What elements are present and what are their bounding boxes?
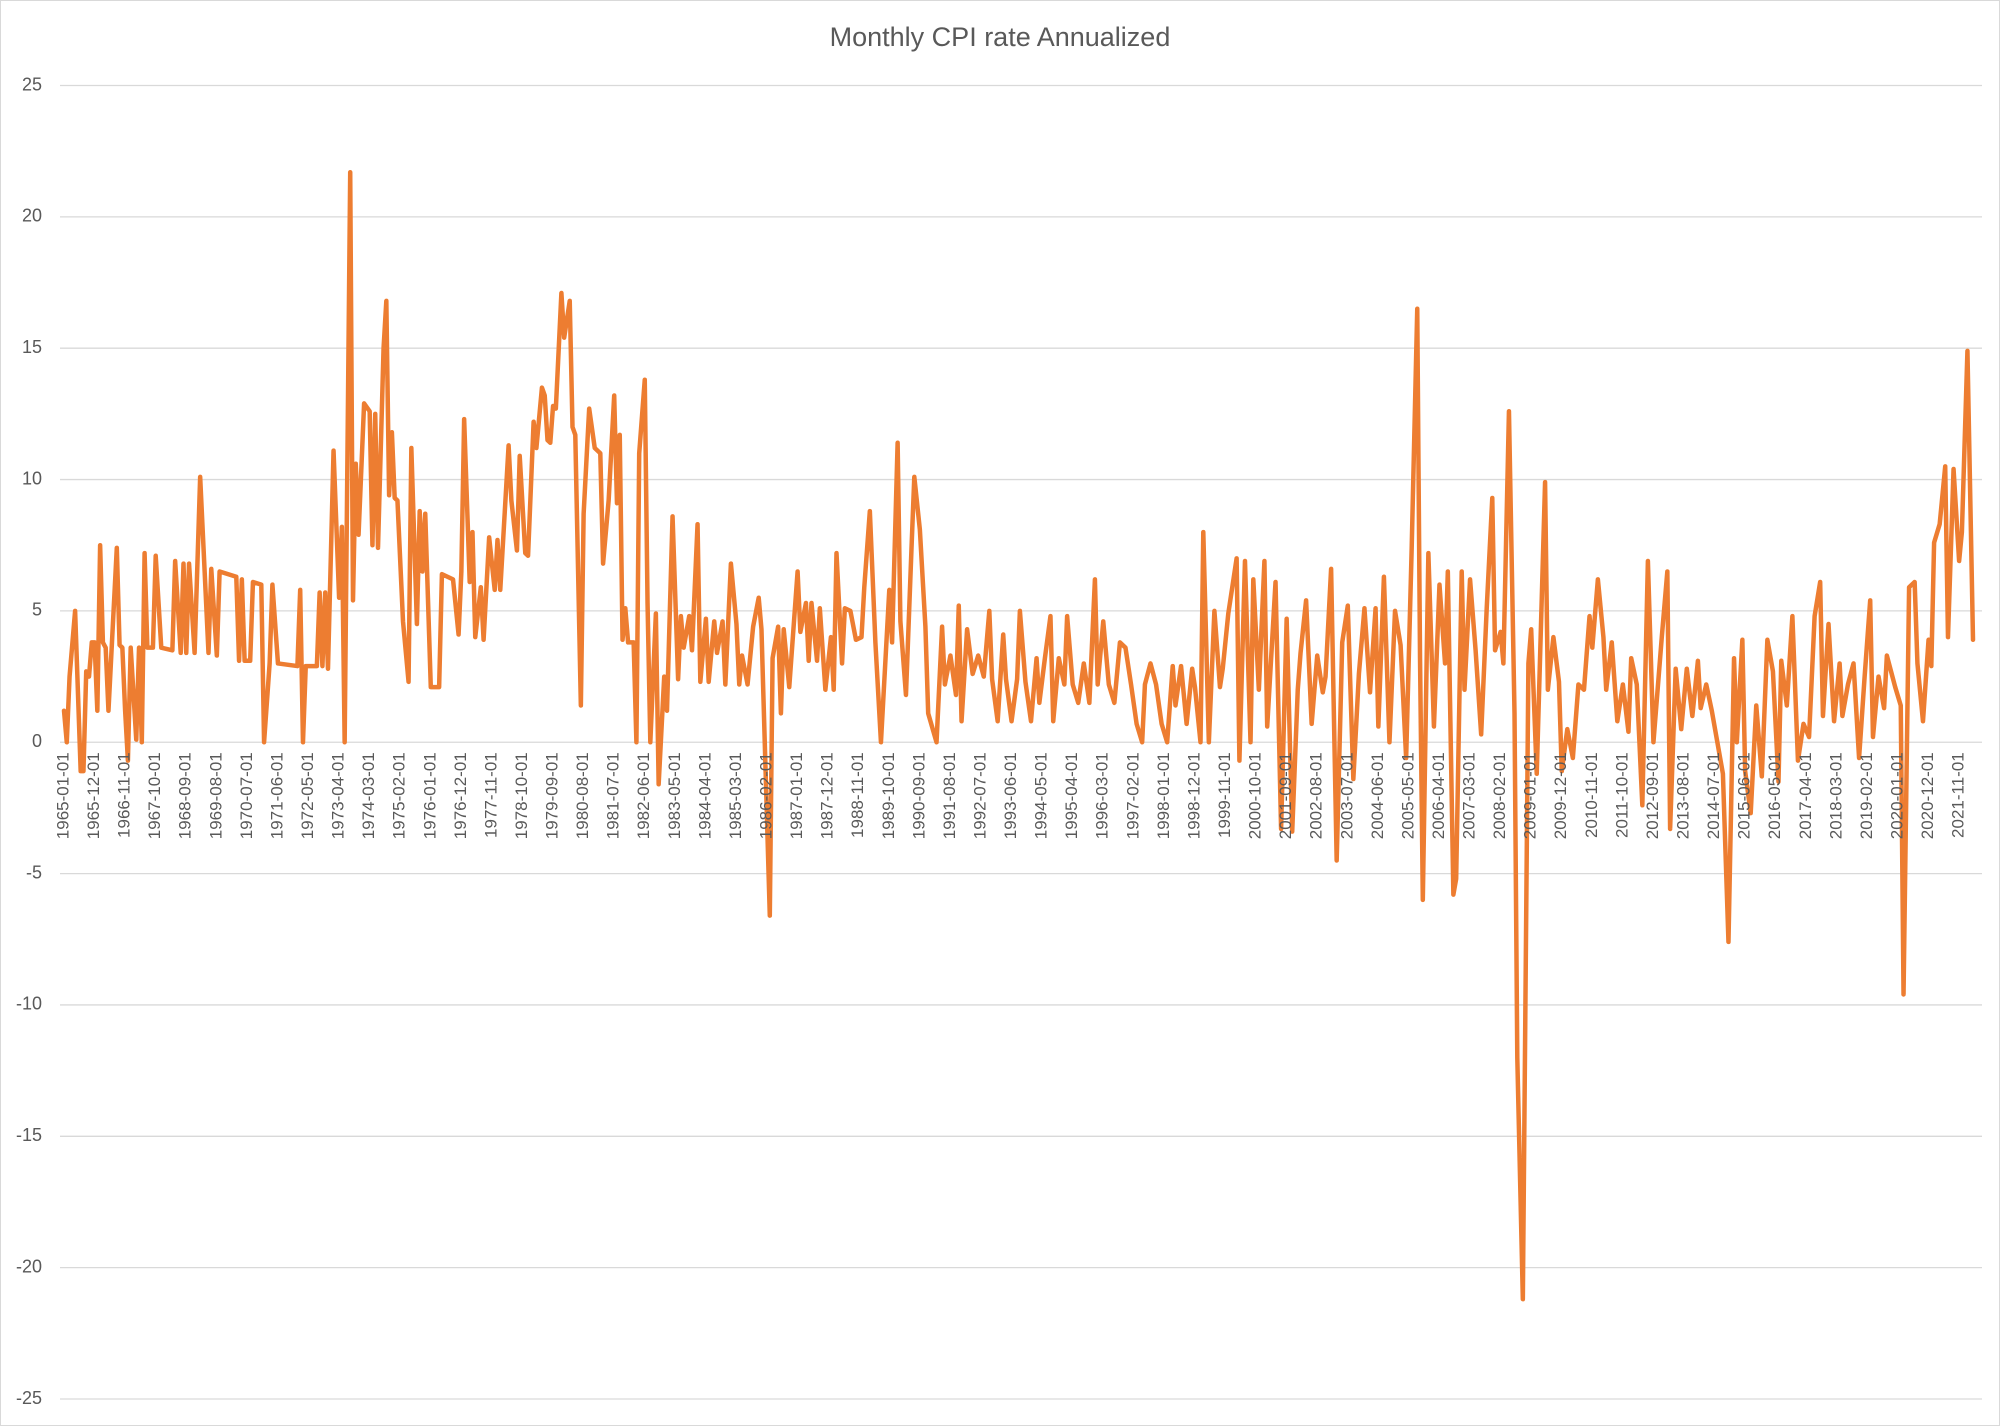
x-tick-label: 1981-07-01 [604,752,623,839]
x-tick-label: 1989-10-01 [879,752,898,839]
x-tick-label: 1977-11-01 [481,752,500,838]
y-tick-label: -15 [16,1125,42,1145]
x-tick-label: 1997-02-01 [1123,752,1142,839]
x-tick-label: 1973-04-01 [329,752,348,839]
x-tick-label: 1998-12-01 [1184,752,1203,839]
x-tick-label: 1994-05-01 [1032,752,1051,839]
x-tick-label: 1969-08-01 [206,752,225,839]
y-tick-label: -25 [16,1388,42,1408]
x-tick-label: 1979-09-01 [543,752,562,839]
x-tick-label: 1998-01-01 [1154,752,1173,839]
grid [60,84,1982,1400]
x-tick-label: 1993-06-01 [1001,752,1020,839]
data-line [61,169,1976,1302]
x-tick-label: 1985-03-01 [726,752,745,839]
y-tick-label: -10 [16,994,42,1014]
x-tick-label: 1967-10-01 [145,752,164,839]
x-tick-label: 2019-02-01 [1857,752,1876,839]
y-tick-label: 10 [22,468,42,488]
x-tick-label: 2005-05-01 [1398,752,1417,839]
axis-labels: -25 -20 -15 -10 -5 0 5 10 15 20 25 1965-01-01 1965-1… [16,74,1968,1408]
x-tick-label: 1996-03-01 [1093,752,1112,839]
x-tick-label: 1976-12-01 [451,752,470,839]
y-tick-label: -20 [16,1256,42,1276]
x-tick-label: 2018-03-01 [1826,752,1845,839]
x-tick-label: 1974-03-01 [359,752,378,839]
x-tick-label: 1982-06-01 [634,752,653,839]
x-tick-label: 2004-06-01 [1368,752,1387,839]
x-tick-label: 2012-09-01 [1643,752,1662,839]
x-tick-label: 2013-08-01 [1673,752,1692,839]
y-tick-label: 25 [22,74,42,94]
x-tick-label: 2010-11-01 [1582,752,1601,838]
x-tick-label: 2003-07-01 [1337,752,1356,839]
x-tick-label: 1987-01-01 [787,752,806,839]
x-tick-label: 2017-04-01 [1796,752,1815,839]
y-tick-label: 20 [22,206,42,226]
x-tick-label: 2016-05-01 [1765,752,1784,839]
x-tick-label: 1970-07-01 [237,752,256,839]
x-tick-label: 1978-10-01 [512,752,531,839]
x-tick-label: 2001-09-01 [1276,752,1295,839]
x-tick-label: 1965-12-01 [84,752,103,839]
x-tick-label: 2006-04-01 [1429,752,1448,839]
x-tick-label: 2014-07-01 [1704,752,1723,839]
plot [61,169,1976,1302]
x-tick-label: 1995-04-01 [1062,752,1081,839]
x-tick-label: 2015-06-01 [1735,752,1754,839]
x-tick-label: 1968-09-01 [176,752,195,839]
x-tick-label: 1984-04-01 [695,752,714,839]
x-tick-label: 2009-12-01 [1551,752,1570,839]
x-tick-label: 1983-05-01 [665,752,684,839]
x-tick-label: 1980-08-01 [573,752,592,839]
x-tick-label: 2011-10-01 [1612,752,1631,838]
chart-title: Monthly CPI rate Annualized [830,22,1171,52]
x-tick-label: 1988-11-01 [848,752,867,838]
x-tick-label: 1987-12-01 [818,752,837,839]
x-tick-label: 2000-10-01 [1246,752,1265,839]
x-tick-label: 1975-02-01 [390,752,409,839]
x-tick-label: 1986-02-01 [757,752,776,839]
x-tick-label: 2002-08-01 [1307,752,1326,839]
x-tick-label: 2020-01-01 [1887,752,1906,839]
x-tick-label: 1972-05-01 [298,752,317,839]
y-tick-label: 5 [32,600,42,620]
x-tick-label: 2020-12-01 [1918,752,1937,839]
x-tick-label: 1992-07-01 [970,752,989,839]
x-tick-label: 1999-11-01 [1215,752,1234,838]
x-tick-label: 1966-11-01 [115,752,134,838]
x-tick-label: 1965-01-01 [53,752,72,839]
x-tick-label: 1990-09-01 [909,752,928,839]
y-tick-label: -5 [26,862,42,882]
y-tick-label: 15 [22,337,42,357]
x-tick-label: 1976-01-01 [420,752,439,839]
x-tick-label: 2007-03-01 [1460,752,1479,839]
x-tick-label: 2009-01-01 [1521,752,1540,839]
y-tick-label: 0 [32,731,42,751]
x-tick-label: 2021-11-01 [1949,752,1968,838]
x-tick-label: 1991-08-01 [940,752,959,839]
x-tick-label: 1971-06-01 [267,752,286,839]
x-tick-label: 2008-02-01 [1490,752,1509,839]
